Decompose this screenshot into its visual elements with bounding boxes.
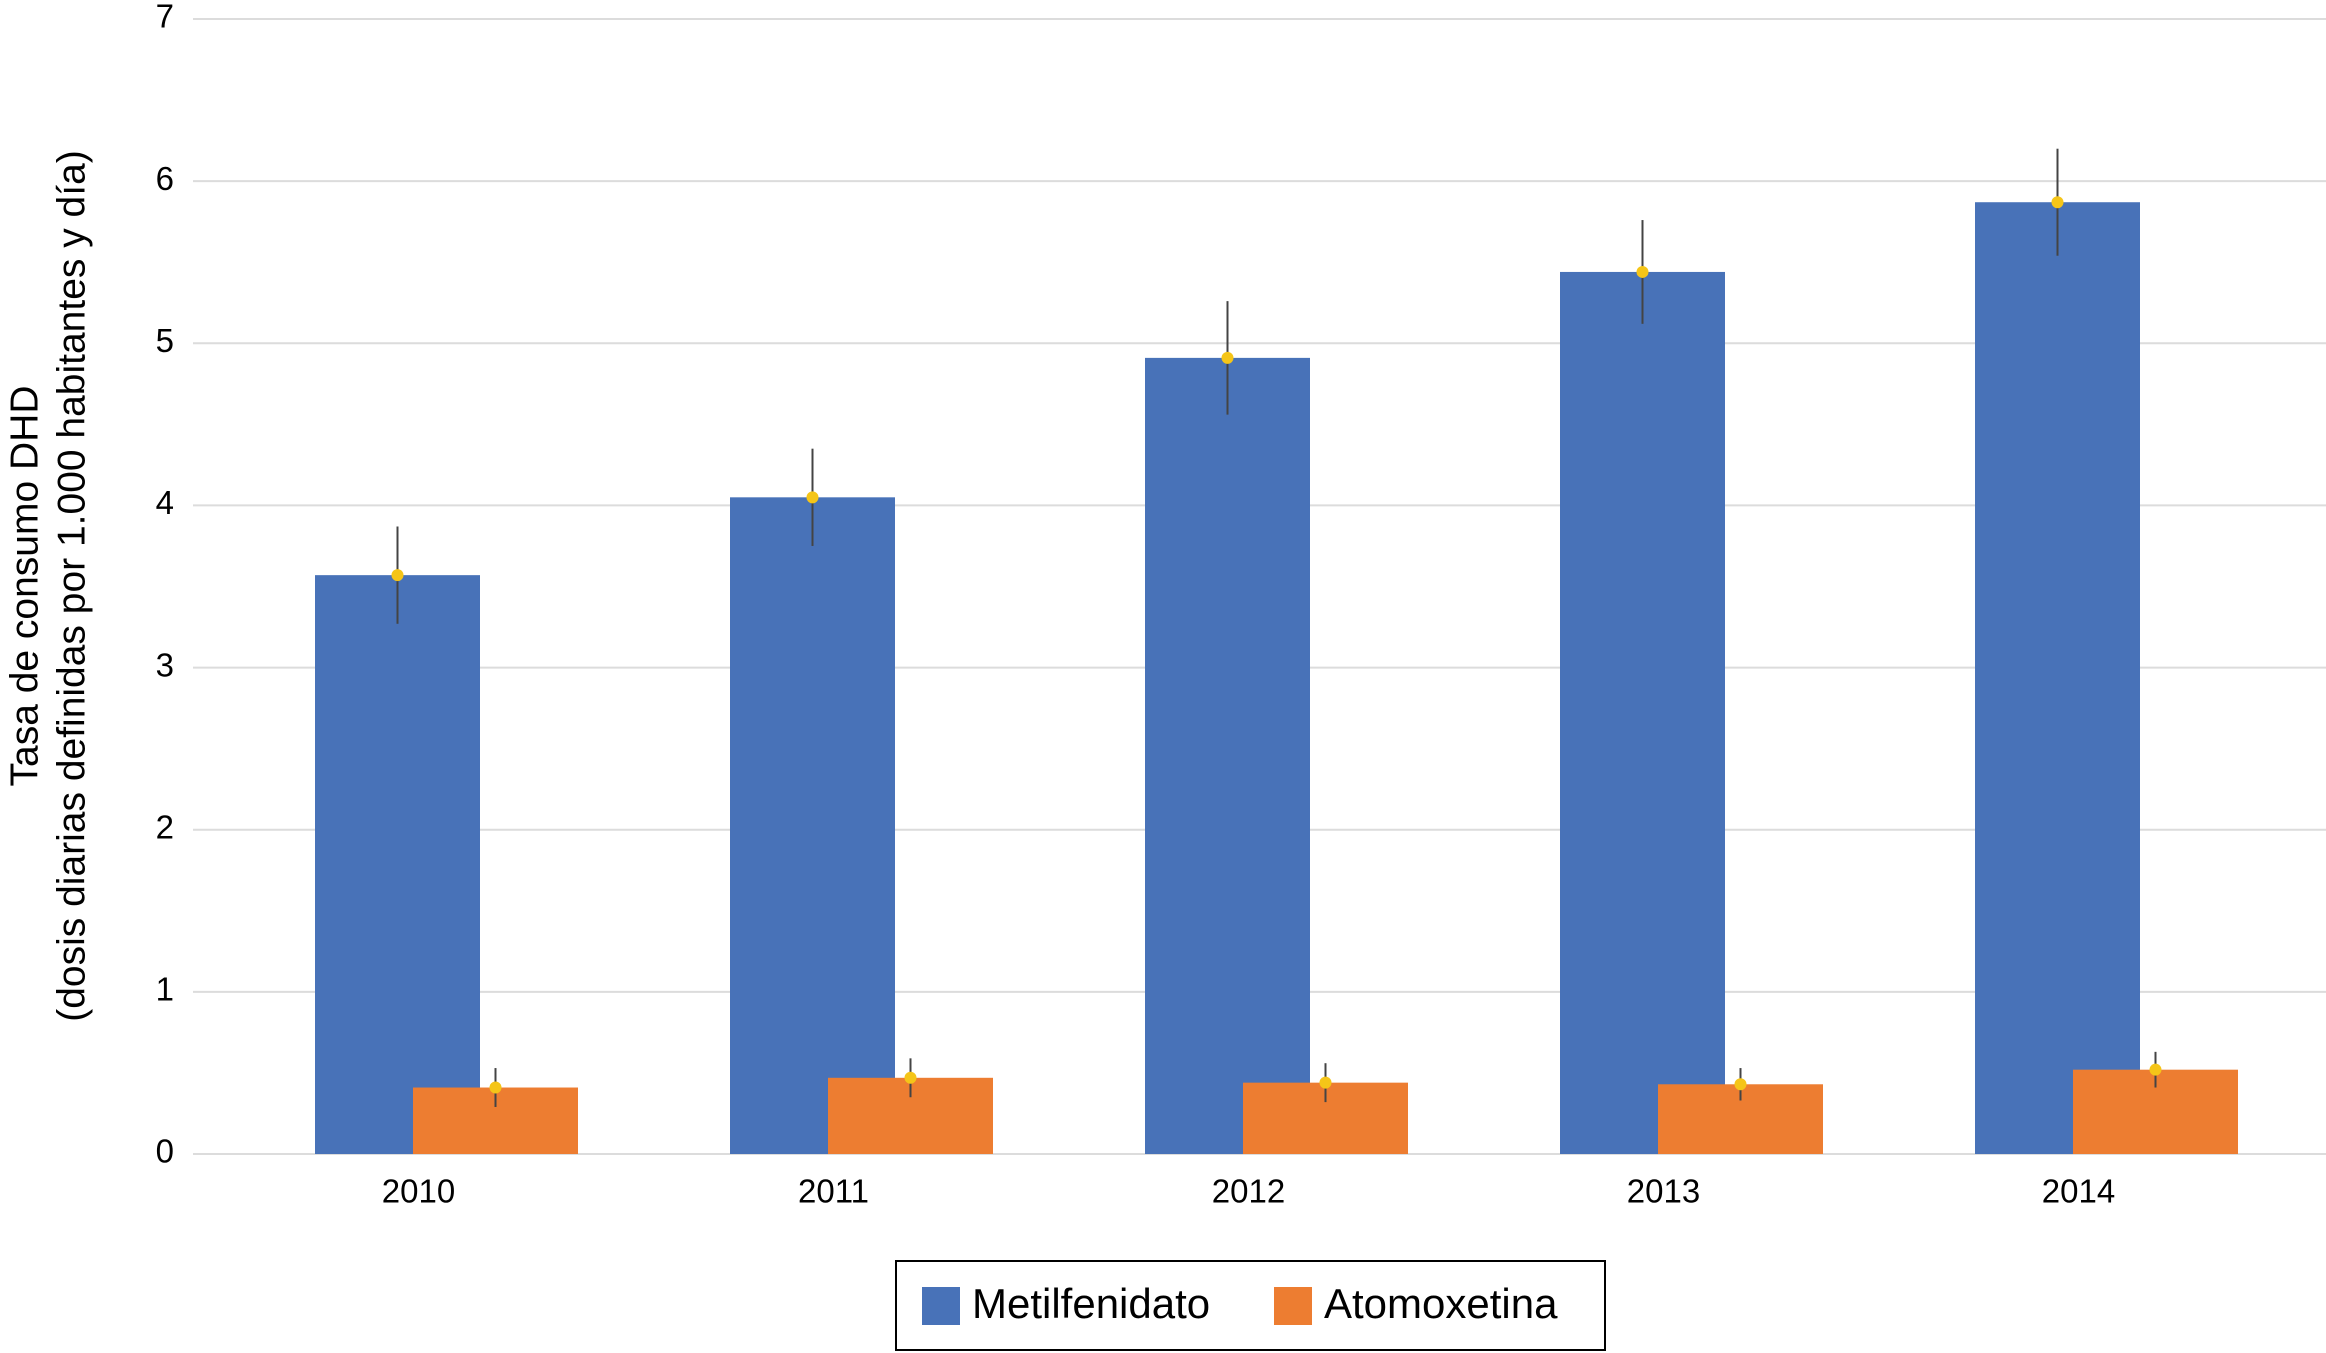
value-dot xyxy=(2149,1063,2162,1076)
y-tick-label: 6 xyxy=(156,160,174,197)
y-tick-label: 7 xyxy=(156,0,174,35)
legend-label: Metilfenidato xyxy=(972,1280,1210,1327)
bar xyxy=(1975,202,2140,1154)
value-dot xyxy=(1221,351,1234,364)
y-tick-label: 0 xyxy=(156,1133,174,1170)
bar xyxy=(1145,357,1310,1155)
value-dot xyxy=(1319,1076,1332,1089)
value-dot xyxy=(1734,1078,1747,1091)
value-dot xyxy=(904,1071,917,1084)
legend-swatch xyxy=(1274,1287,1312,1325)
x-tick-label: 2013 xyxy=(1627,1173,1700,1210)
bar xyxy=(315,575,480,1154)
bar xyxy=(730,497,895,1155)
y-tick-label: 1 xyxy=(156,971,174,1008)
value-dot xyxy=(806,491,819,504)
bar xyxy=(1560,271,1725,1154)
y-label-line: Tasa de consumo DHD xyxy=(3,385,46,786)
x-tick-label: 2012 xyxy=(1212,1173,1285,1210)
value-dot xyxy=(489,1081,502,1094)
y-tick-label: 5 xyxy=(156,322,174,359)
x-tick-label: 2014 xyxy=(2042,1173,2115,1210)
legend-box xyxy=(895,1260,1606,1351)
value-dot xyxy=(1636,265,1649,278)
x-tick-label: 2010 xyxy=(382,1173,455,1210)
y-label-line: (dosis diarias definidas por 1.000 habit… xyxy=(50,150,93,1022)
y-tick-label: 4 xyxy=(156,484,174,521)
x-tick-label: 2011 xyxy=(798,1173,869,1210)
legend-label: Atomoxetina xyxy=(1324,1280,1558,1327)
y-tick-label: 2 xyxy=(156,808,174,845)
legend-swatch xyxy=(922,1287,960,1325)
y-axis-label: Tasa de consumo DHD (dosis diarias defin… xyxy=(3,150,93,1022)
value-dot xyxy=(391,569,404,582)
value-dot xyxy=(2051,196,2064,209)
y-tick-label: 3 xyxy=(156,646,174,683)
